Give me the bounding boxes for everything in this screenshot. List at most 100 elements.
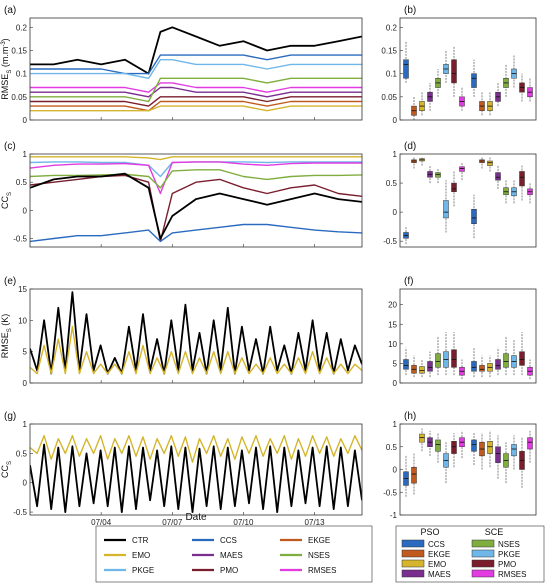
panel-c: (c) -0.5 0 0.5 1 CCS [0,141,363,248]
axes-frame [399,288,537,384]
y-tick-label: 0.15 [381,46,397,55]
legend-item-emo: EMO [104,551,150,560]
box-legend-label: PMO [498,560,516,569]
group-label: SCE [485,527,504,537]
box-legend-swatch [401,539,425,548]
y-tick-label: 5 [23,348,28,357]
box-pso-ccs [403,59,409,79]
box-legend-item-emo: EMO [401,559,446,569]
legend: CTR CCS EKGE EMO MAES NSES PKGE PMO RMSES [95,525,373,583]
axes-frame [399,17,537,121]
box-legend: PSO SCE CCS NSES EKGE PKGE EMO PMO MAES RMSES [395,525,545,583]
series-line-pmo [30,174,362,243]
plot-area [30,156,362,243]
panel-e: (e) 0 5 10 15 RMSES (K) [0,276,363,388]
box-sce-pkge [511,444,517,457]
x-tick-label: 07/10 [233,518,254,527]
box-sce-maes [495,359,501,370]
axes-frame [29,288,363,384]
series-line-nses [30,77,362,103]
box-legend-swatch [471,549,495,558]
box-sce-nses [503,353,509,368]
series-line-ctr [30,26,362,75]
y-tick-label: -1 [390,511,398,520]
y-tick-label: 20 [388,301,397,310]
box-sce-ekge [479,365,485,372]
x-axis-title: Date [185,512,207,523]
y-tick-label: 0 [23,206,28,215]
box-legend-label: EMO [428,560,446,569]
box-pso-pmo [451,59,457,84]
y-tick-label: 15 [388,320,397,329]
x-tick-label: 07/13 [305,518,326,527]
panel-label: (g) [4,411,16,422]
box-pso-nses [435,439,441,452]
series-line-ekge [30,100,362,112]
y-axis-label: CCS [0,192,13,209]
y-tick-label: 1 [23,420,28,429]
box-sce-ccs [471,439,477,452]
panel-label: (a) [4,5,16,16]
box-legend-item-rmses: RMSES [471,569,526,579]
box-pso-ekge [411,466,417,484]
y-tick-label: -0.5 [383,488,397,497]
box-pso-emo [419,433,425,443]
series-line-rmses [30,82,362,93]
y-tick-label: 0.5 [386,443,398,452]
box-legend-item-pkge: PKGE [471,549,520,559]
box-pso-nses [435,172,441,178]
panel-h: (h) -1 -0.5 0 0.5 1 [383,411,537,520]
plot-area [30,26,362,112]
series-line-ctr [30,172,362,240]
legend-label: PKGE [132,566,154,575]
x-tick-label: 07/07 [162,518,183,527]
box-pso-pmo [451,182,457,193]
y-tick-label: 0.5 [386,179,398,188]
legend-label: EKGE [308,536,330,545]
y-tick-label: -0.5 [13,235,27,244]
legend-label: NSES [308,551,330,560]
axes-frame [399,153,537,248]
series-line-emo [30,105,362,112]
panel-b: (b) 0 0.05 0.1 0.15 0.2 [381,5,537,125]
y-tick-label: 0.1 [386,70,398,79]
box-pso-emo [419,366,425,374]
series-line-pmo [30,96,362,107]
y-tick-label: 0.5 [16,449,28,458]
plot-area [403,156,533,245]
box-legend-label: RMSES [498,570,526,579]
box-legend-swatch [471,559,495,568]
box-legend-swatch [401,559,425,568]
panel-label: (h) [404,411,416,422]
axes-frame [29,17,363,121]
box-legend-label: PKGE [498,550,520,559]
series-line-ccs [30,54,362,75]
legend-item-rmses: RMSES [280,566,336,575]
group-label: PSO [420,527,439,537]
y-tick-label: 5 [393,359,398,368]
y-tick-label: 0 [393,379,398,388]
box-legend-label: MAES [428,570,451,579]
box-legend-item-pmo: PMO [471,559,516,569]
plot-area [30,291,362,375]
panel-label: (f) [404,276,413,287]
y-tick-label: 0.1 [16,70,28,79]
legend-label: PMO [220,566,238,575]
box-legend-item-ccs: CCS [401,539,445,549]
legend-label: CCS [220,536,237,545]
series-line-ctr [30,291,362,375]
box-legend-item-ekge: EKGE [401,549,450,559]
legend-item-nses: NSES [280,551,330,560]
box-legend-item-nses: NSES [471,539,520,549]
y-tick-label: 0.2 [386,23,398,32]
y-tick-label: 0 [393,208,398,217]
box-sce-emo [487,160,493,166]
plot-area [403,41,533,120]
y-tick-label: 0.15 [11,46,27,55]
box-sce-rmses [527,437,533,450]
legend-label: RMSES [308,566,336,575]
series-line-emo [30,156,362,161]
